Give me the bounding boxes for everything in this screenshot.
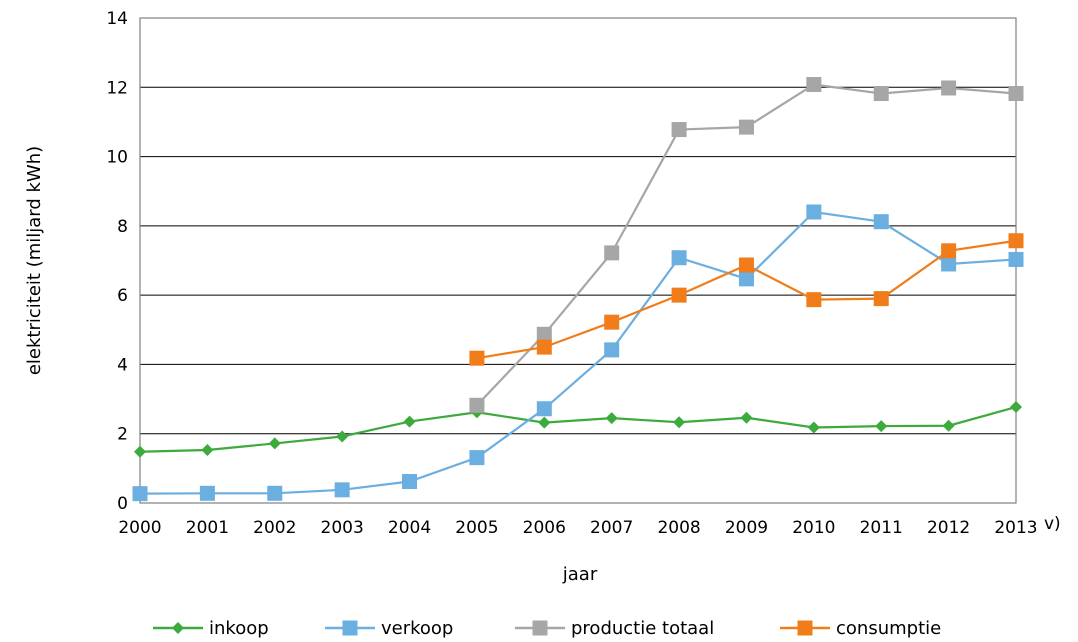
legend-item: productie totaal xyxy=(515,618,714,639)
y-axis-title: elektriciteit (miljard kWh) xyxy=(24,146,45,375)
data-point xyxy=(132,486,148,502)
y-tick-label: 2 xyxy=(117,425,128,445)
data-point xyxy=(267,485,283,501)
y-tick-label: 4 xyxy=(117,355,128,375)
legend-marker xyxy=(172,622,184,634)
data-point xyxy=(334,482,350,498)
data-point xyxy=(336,430,349,443)
x-tick-label: 2012 xyxy=(927,518,970,538)
x-tick-label: 2010 xyxy=(792,518,835,538)
data-point xyxy=(941,256,957,272)
legend: inkoop verkoop productie totaal consumptie xyxy=(153,618,941,639)
data-point xyxy=(199,485,215,501)
data-point xyxy=(738,271,754,287)
x-tick-label: 2011 xyxy=(860,518,903,538)
y-axis: 0 2 4 6 8 10 12 14 xyxy=(106,9,128,514)
data-point xyxy=(469,350,485,366)
data-point xyxy=(536,326,552,342)
data-point xyxy=(873,291,889,307)
data-point xyxy=(1008,251,1024,267)
legend-marker xyxy=(532,620,548,636)
series-line xyxy=(139,405,1017,453)
data-point xyxy=(403,415,416,428)
data-point xyxy=(738,257,754,273)
x-tick-label: 2003 xyxy=(321,518,364,538)
series xyxy=(469,233,1024,366)
data-point xyxy=(873,86,889,102)
legend-item: verkoop xyxy=(325,618,453,639)
series-line xyxy=(139,210,1017,495)
data-point xyxy=(941,80,957,96)
legend-item: inkoop xyxy=(153,618,269,639)
x-tick-label: 2005 xyxy=(455,518,498,538)
legend-label: verkoop xyxy=(381,618,453,639)
data-point xyxy=(673,416,686,429)
data-point xyxy=(402,474,418,490)
data-point xyxy=(201,443,214,456)
data-point xyxy=(604,314,620,330)
y-tick-label: 0 xyxy=(117,494,128,514)
legend-item: consumptie xyxy=(780,618,941,639)
legend-marker xyxy=(797,620,813,636)
y-tick-label: 10 xyxy=(106,148,128,168)
data-point xyxy=(873,214,889,230)
y-tick-label: 12 xyxy=(106,78,128,98)
series-group xyxy=(132,77,1024,502)
x-axis-suffix: v) xyxy=(1044,514,1061,534)
data-point xyxy=(268,437,281,450)
x-tick-label: 2009 xyxy=(725,518,768,538)
data-point xyxy=(536,401,552,417)
x-tick-label: 2000 xyxy=(118,518,161,538)
x-tick-label: 2002 xyxy=(253,518,296,538)
data-point xyxy=(1008,86,1024,102)
x-axis-title: jaar xyxy=(562,564,598,585)
data-point xyxy=(469,397,485,413)
series xyxy=(132,204,1024,502)
legend-marker xyxy=(342,620,358,636)
x-tick-label: 2006 xyxy=(523,518,566,538)
data-point xyxy=(604,342,620,358)
series xyxy=(469,77,1024,413)
x-tick-label: 2001 xyxy=(186,518,229,538)
x-tick-label: 2004 xyxy=(388,518,431,538)
data-point xyxy=(671,250,687,266)
legend-label: productie totaal xyxy=(571,618,714,639)
data-point xyxy=(807,421,820,434)
x-tick-label: 2008 xyxy=(657,518,700,538)
data-point xyxy=(469,450,485,466)
series xyxy=(134,401,1022,458)
data-point xyxy=(806,204,822,220)
data-point xyxy=(605,412,618,425)
y-tick-label: 6 xyxy=(117,286,128,306)
data-point xyxy=(941,243,957,259)
y-tick-label: 8 xyxy=(117,217,128,237)
x-tick-label: 2013 xyxy=(994,518,1037,538)
x-tick-label: 2007 xyxy=(590,518,633,538)
data-point xyxy=(671,122,687,138)
y-tick-label: 14 xyxy=(106,9,128,29)
data-point xyxy=(740,411,753,424)
data-point xyxy=(875,420,888,433)
data-point xyxy=(738,119,754,135)
x-axis: 2000 2001 2002 2003 2004 2005 2006 2007 2008 2009… xyxy=(118,518,1037,538)
data-point xyxy=(806,77,822,93)
legend-label: consumptie xyxy=(836,618,941,639)
data-point xyxy=(1008,233,1024,249)
data-point xyxy=(134,445,146,458)
data-point xyxy=(806,292,822,308)
data-point xyxy=(1010,401,1022,414)
data-point xyxy=(536,339,552,355)
data-point xyxy=(604,245,620,261)
data-point xyxy=(942,419,955,432)
data-point xyxy=(671,287,687,303)
data-point xyxy=(538,416,551,429)
legend-label: inkoop xyxy=(209,618,269,639)
